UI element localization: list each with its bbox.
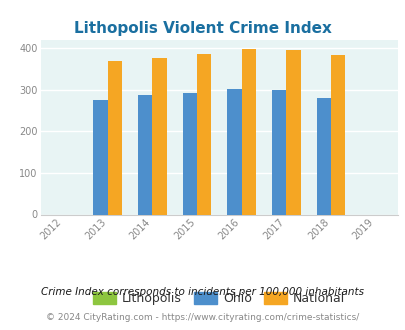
Bar	[93, 100, 107, 214]
Bar	[241, 49, 255, 214]
Bar	[182, 93, 196, 214]
Bar	[271, 89, 286, 214]
Bar	[107, 61, 122, 214]
Bar	[286, 50, 300, 214]
Bar	[138, 95, 152, 214]
Text: Crime Index corresponds to incidents per 100,000 inhabitants: Crime Index corresponds to incidents per…	[41, 287, 364, 297]
Bar	[330, 55, 344, 214]
Legend: Lithopolis, Ohio, National: Lithopolis, Ohio, National	[88, 287, 350, 310]
Bar	[196, 54, 211, 214]
Bar	[316, 98, 330, 214]
Text: © 2024 CityRating.com - https://www.cityrating.com/crime-statistics/: © 2024 CityRating.com - https://www.city…	[46, 313, 359, 322]
Bar	[227, 89, 241, 214]
Bar	[152, 57, 166, 214]
Text: Lithopolis Violent Crime Index: Lithopolis Violent Crime Index	[74, 21, 331, 36]
